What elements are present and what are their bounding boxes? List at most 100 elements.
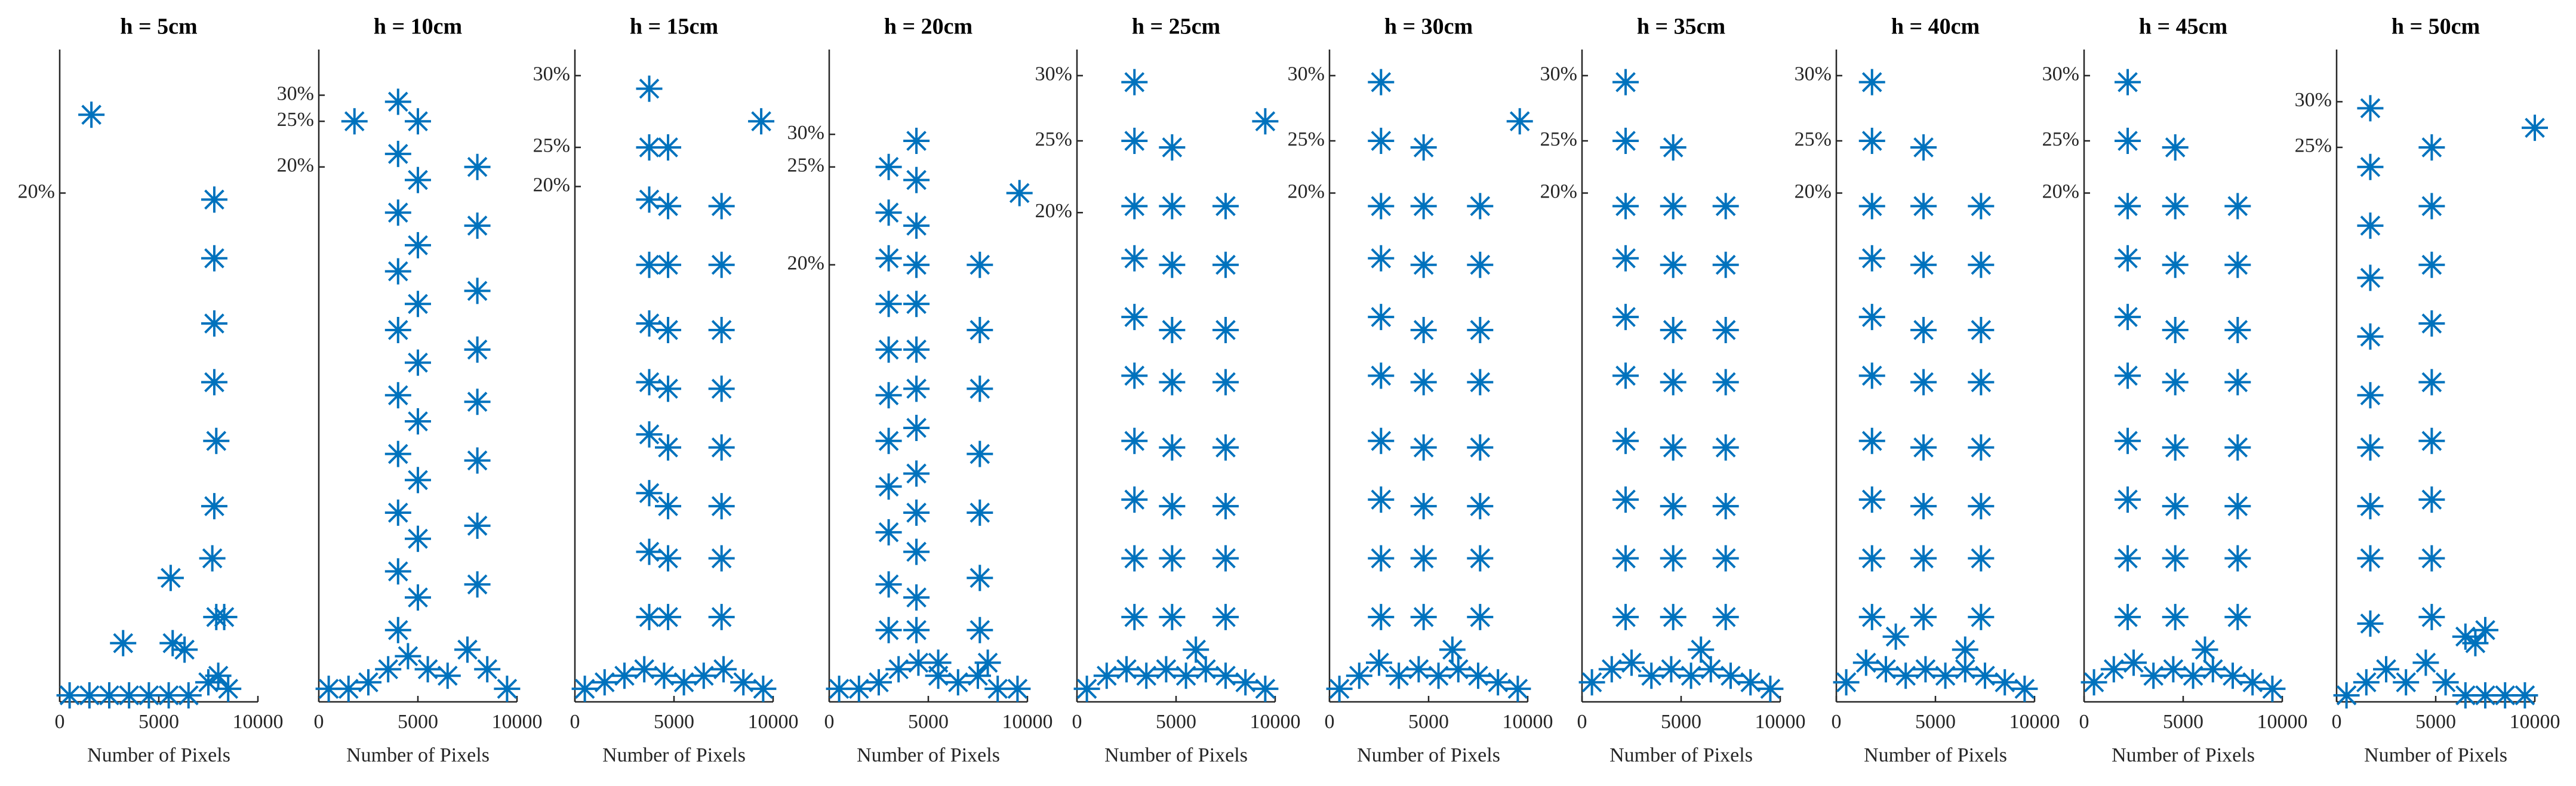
marker [1968, 369, 1995, 396]
marker [1910, 316, 1937, 343]
marker [730, 669, 757, 696]
marker [710, 656, 737, 683]
marker [384, 382, 411, 409]
x-tick-label: 5000 [654, 711, 694, 733]
y-tick-label: 20% [787, 252, 824, 274]
marker [2357, 212, 2384, 239]
marker [2418, 603, 2445, 630]
marker [1504, 676, 1531, 702]
y-tick-label: 30% [1540, 63, 1577, 85]
marker [405, 467, 431, 494]
y-tick-label: 20% [533, 174, 570, 196]
marker [1159, 434, 1186, 461]
marker [1712, 434, 1739, 461]
x-tick-label: 0 [2332, 711, 2342, 733]
marker [1892, 662, 1919, 689]
marker [56, 682, 83, 709]
marker [2224, 193, 2251, 220]
marker [1660, 134, 1686, 161]
marker [1737, 669, 1764, 696]
marker [967, 565, 993, 591]
marker [1968, 251, 1995, 278]
x-tick-label: 10000 [2009, 711, 2060, 733]
marker [405, 291, 431, 318]
chart-title: h = 10cm [374, 14, 462, 39]
x-tick-label: 5000 [2415, 711, 2456, 733]
marker [2472, 682, 2498, 709]
marker [110, 630, 137, 656]
marker [2357, 323, 2384, 350]
marker [571, 676, 598, 702]
marker [1712, 316, 1739, 343]
marker [1368, 362, 1395, 389]
marker [2452, 682, 2479, 709]
chart-title: h = 20cm [884, 14, 972, 39]
marker [967, 500, 993, 526]
marker [464, 212, 491, 239]
x-tick-label: 10000 [1755, 711, 1806, 733]
marker [1992, 669, 2018, 696]
marker [875, 571, 902, 598]
marker [1172, 662, 1199, 689]
marker [2115, 427, 2141, 454]
marker [905, 649, 932, 676]
y-tick-label: 30% [1795, 63, 1832, 85]
marker [826, 676, 852, 702]
marker [708, 545, 735, 572]
marker [750, 676, 777, 702]
marker [1910, 603, 1937, 630]
marker [414, 656, 441, 683]
marker [1159, 316, 1186, 343]
marker [1910, 251, 1937, 278]
marker [1121, 603, 1148, 630]
marker [903, 212, 930, 239]
marker [1121, 69, 1148, 95]
marker [1410, 369, 1437, 396]
marker [1121, 545, 1148, 572]
marker [1467, 545, 1494, 572]
marker [903, 414, 930, 441]
marker [405, 349, 431, 376]
marker [1660, 434, 1686, 461]
marker [903, 460, 930, 487]
marker [1660, 545, 1686, 572]
marker [1968, 316, 1995, 343]
marker [1410, 493, 1437, 520]
chart-title: h = 30cm [1384, 14, 1473, 39]
marker [1439, 636, 1466, 663]
marker [2162, 316, 2189, 343]
marker [1121, 128, 1148, 155]
marker [384, 500, 411, 526]
marker [1386, 662, 1412, 689]
x-tick-label: 5000 [1661, 711, 1701, 733]
marker [1410, 603, 1437, 630]
x-tick-label: 0 [824, 711, 835, 733]
marker [903, 128, 930, 155]
marker [1660, 193, 1686, 220]
marker [1183, 636, 1209, 663]
y-tick-label: 30% [1288, 63, 1325, 85]
chart-title: h = 50cm [2392, 14, 2480, 39]
marker [1678, 662, 1704, 689]
marker [1952, 636, 1978, 663]
marker [708, 251, 735, 278]
marker [434, 662, 461, 689]
marker [2418, 251, 2445, 278]
marker [2522, 115, 2548, 141]
marker [636, 369, 663, 396]
marker [1612, 362, 1639, 389]
marker [2192, 636, 2218, 663]
marker [1159, 545, 1186, 572]
marker [1858, 545, 1885, 572]
y-tick-label: 30% [533, 63, 570, 85]
marker [2333, 682, 2360, 709]
marker [175, 682, 202, 709]
marker [1153, 656, 1180, 683]
marker [1612, 603, 1639, 630]
marker [1968, 493, 1995, 520]
marker [1638, 662, 1665, 689]
marker [655, 434, 682, 461]
marker [655, 251, 682, 278]
x-tick-label: 10000 [748, 711, 799, 733]
